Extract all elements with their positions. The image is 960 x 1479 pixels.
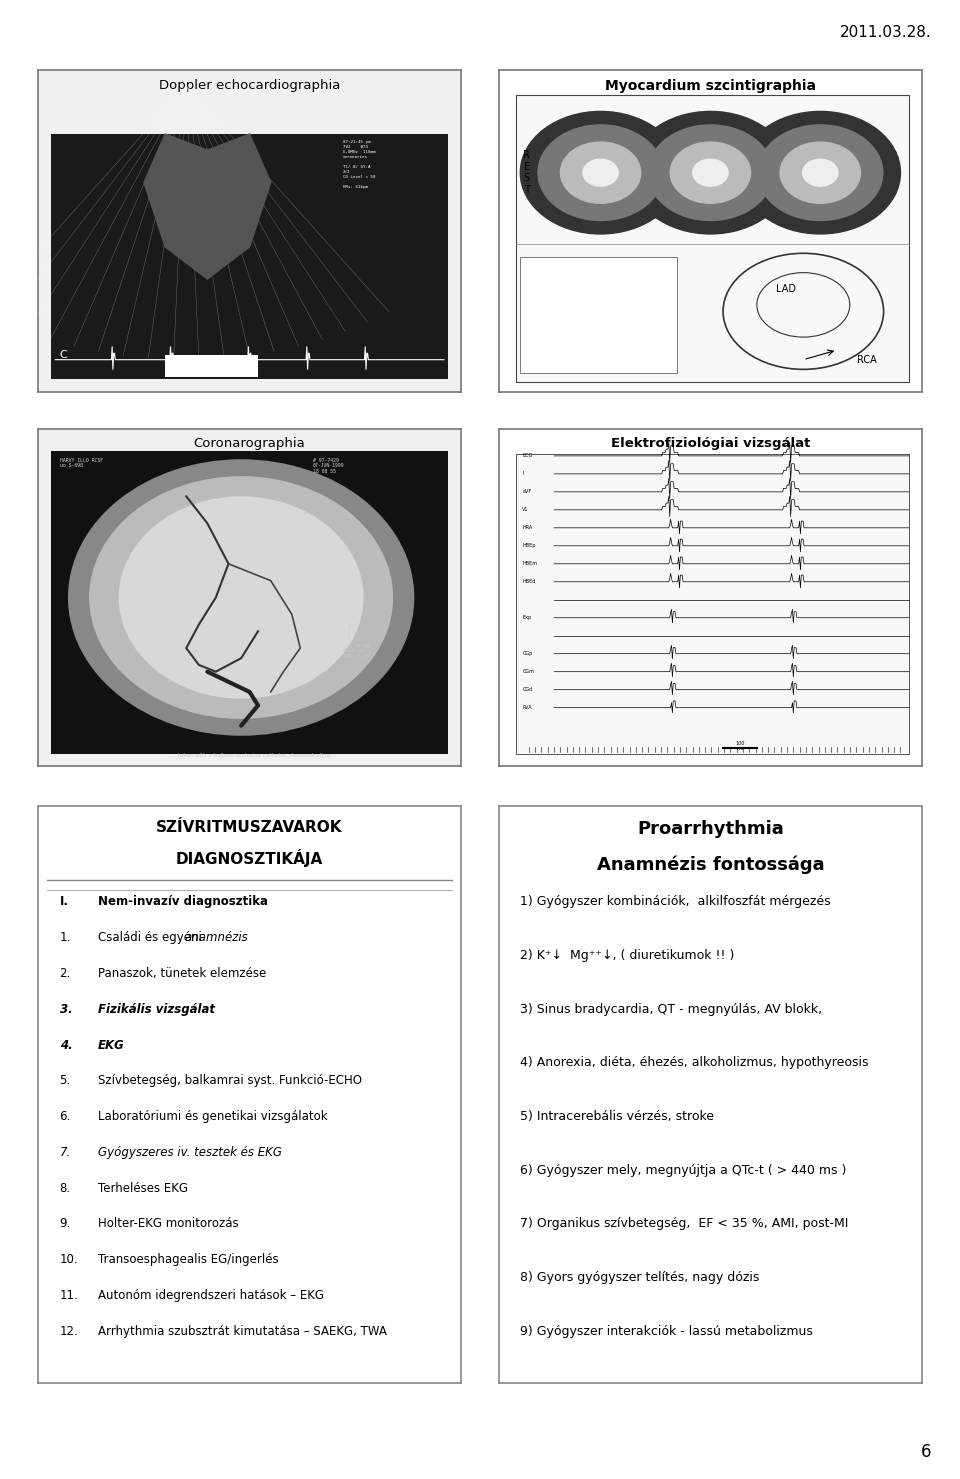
Bar (516, 95, 909, 382)
Text: 5.: 5. (60, 1074, 71, 1087)
Text: V1: V1 (522, 507, 529, 512)
Text: Fizikális vizsgálat: Fizikális vizsgálat (98, 1003, 214, 1016)
Text: Terheléses EKG: Terheléses EKG (98, 1182, 187, 1195)
Text: 9) Gyógyszer interakciók - lassú metabolizmus: 9) Gyógyszer interakciók - lassú metabol… (520, 1325, 813, 1337)
Text: ECG: ECG (522, 454, 533, 458)
Text: HBEm: HBEm (522, 562, 538, 566)
Text: ms: ms (736, 745, 744, 751)
Circle shape (693, 160, 728, 186)
Text: aVF: aVF (522, 490, 532, 494)
Text: Autonóm idegrendszeri hatások – EKG: Autonóm idegrendszeri hatások – EKG (98, 1288, 324, 1302)
Bar (165, 355, 258, 377)
Text: RCA: RCA (857, 355, 876, 365)
Text: LAD: LAD (777, 284, 797, 294)
Text: Proarrhythmia: Proarrhythmia (637, 821, 783, 839)
Circle shape (538, 124, 663, 220)
Text: I.: I. (60, 895, 68, 908)
Text: 5) Intracerebális vérzés, stroke: 5) Intracerebális vérzés, stroke (520, 1111, 714, 1123)
Bar (516, 454, 909, 754)
Text: 1.: 1. (60, 932, 71, 944)
Text: Elektrofiziológiai vizsgálat: Elektrofiziológiai vizsgálat (611, 438, 810, 450)
Circle shape (803, 160, 838, 186)
Text: 11.: 11. (60, 1288, 79, 1302)
Text: Szívbetegség, balkamrai syst. Funkció-ECHO: Szívbetegség, balkamrai syst. Funkció-EC… (98, 1074, 362, 1087)
Text: 8.: 8. (60, 1182, 71, 1195)
Text: # 97-7429
07-JUN-1999
18 08 55: # 97-7429 07-JUN-1999 18 08 55 (313, 457, 345, 475)
Text: CGm: CGm (522, 669, 535, 674)
Text: 07:21:45 pm
7V2    B73
6.0MHz  110mm
coronaries

TI/ B/ GY:A
2/2
CD Level = 50

: 07:21:45 pm 7V2 B73 6.0MHz 110mm coronar… (343, 141, 375, 188)
Text: 8) Gyors gyógyszer telítés, nagy dózis: 8) Gyors gyógyszer telítés, nagy dózis (520, 1270, 759, 1284)
Text: Exp: Exp (522, 615, 532, 620)
Text: CGd: CGd (522, 688, 533, 692)
Text: RVA: RVA (522, 705, 532, 710)
Text: 9.: 9. (60, 1217, 71, 1231)
Text: R
E
S
T: R E S T (523, 151, 530, 195)
Text: Myocardium szcintigraphia: Myocardium szcintigraphia (605, 80, 816, 93)
Text: 7) Organikus szívbetegség,  EF < 35 %, AMI, post-MI: 7) Organikus szívbetegség, EF < 35 %, AM… (520, 1217, 849, 1231)
Text: HBEd: HBEd (522, 580, 536, 584)
Ellipse shape (89, 476, 394, 719)
Text: 6.: 6. (60, 1111, 71, 1123)
Text: C: C (60, 349, 67, 359)
Text: EKG: EKG (98, 1038, 124, 1052)
Text: Családi és egyéni: Családi és egyéni (98, 932, 205, 944)
Ellipse shape (119, 497, 364, 698)
Text: Holter-EKG monitorozás: Holter-EKG monitorozás (98, 1217, 238, 1231)
Ellipse shape (68, 460, 415, 735)
Text: Gyógyszeres iv. tesztek és EKG: Gyógyszeres iv. tesztek és EKG (98, 1146, 281, 1158)
Bar (520, 256, 677, 373)
Text: 2011.03.28.: 2011.03.28. (839, 25, 931, 40)
Text: 1) Gyógyszer kombinációk,  alkilfoszfát mérgezés: 1) Gyógyszer kombinációk, alkilfoszfát m… (520, 895, 831, 908)
Text: Nem-invazív diagnosztika: Nem-invazív diagnosztika (98, 895, 268, 908)
Text: ...  taken with a balloon occlusive catheter, demonstrating: ... taken with a balloon occlusive cathe… (169, 753, 330, 757)
Circle shape (780, 142, 860, 203)
Text: 6: 6 (921, 1444, 931, 1461)
Circle shape (648, 124, 773, 220)
Text: 3.: 3. (60, 1003, 72, 1016)
Bar (51, 135, 448, 379)
Text: anamnézis: anamnézis (185, 932, 249, 944)
Text: 2.: 2. (60, 967, 71, 981)
Text: Transoesphagealis EG/ingerlés: Transoesphagealis EG/ingerlés (98, 1253, 278, 1266)
Polygon shape (144, 135, 271, 280)
Text: CGp: CGp (522, 651, 533, 657)
Text: 4) Anorexia, diéta, éhezés, alkoholizmus, hypothyreosis: 4) Anorexia, diéta, éhezés, alkoholizmus… (520, 1056, 869, 1069)
Circle shape (670, 142, 751, 203)
Text: I: I (522, 472, 524, 476)
Text: SZÍVRITMUSZAVAROK: SZÍVRITMUSZAVAROK (156, 821, 343, 836)
Text: 12.: 12. (60, 1325, 79, 1337)
Text: 3) Sinus bradycardia, QT - megnyúlás, AV blokk,: 3) Sinus bradycardia, QT - megnyúlás, AV… (520, 1003, 823, 1016)
Text: 6) Gyógyszer mely, megnyújtja a QTc-t ( > 440 ms ): 6) Gyógyszer mely, megnyújtja a QTc-t ( … (520, 1164, 847, 1177)
Text: Arrhythmia szubsztrát kimutatása – SAEKG, TWA: Arrhythmia szubsztrát kimutatása – SAEKG… (98, 1325, 387, 1337)
Circle shape (583, 160, 618, 186)
Circle shape (520, 111, 681, 234)
Circle shape (630, 111, 791, 234)
Circle shape (561, 142, 640, 203)
Text: Anamnézis fontossága: Anamnézis fontossága (596, 855, 825, 874)
Text: Laboratóriumi és genetikai vizsgálatok: Laboratóriumi és genetikai vizsgálatok (98, 1111, 327, 1123)
Text: Doppler echocardiographia: Doppler echocardiographia (159, 80, 340, 92)
Circle shape (740, 111, 900, 234)
Text: 2) K⁺↓  Mg⁺⁺↓, ( diuretikumok !! ): 2) K⁺↓ Mg⁺⁺↓, ( diuretikumok !! ) (520, 950, 734, 963)
Text: HRA: HRA (522, 525, 533, 531)
Text: DIAGNOSZTIKÁJA: DIAGNOSZTIKÁJA (176, 849, 324, 867)
Text: HARVY ILLO RCSF
uo S-698: HARVY ILLO RCSF uo S-698 (60, 457, 103, 469)
Text: Coronarographia: Coronarographia (194, 438, 305, 450)
Text: 100: 100 (735, 741, 745, 745)
Text: 4.: 4. (60, 1038, 72, 1052)
Text: HBEp: HBEp (522, 543, 536, 549)
Text: 7.: 7. (60, 1146, 71, 1158)
Text: Panaszok, tünetek elemzése: Panaszok, tünetek elemzése (98, 967, 266, 981)
Text: 10.: 10. (60, 1253, 78, 1266)
Circle shape (757, 124, 883, 220)
Text: - 50 L
- 1 P
- 8 C
- 1/ 0
FOR  48-100
PROCE  1
TIME  3.76s: - 50 L - 1 P - 8 C - 1/ 0 FOR 48-100 PRO… (343, 624, 370, 658)
